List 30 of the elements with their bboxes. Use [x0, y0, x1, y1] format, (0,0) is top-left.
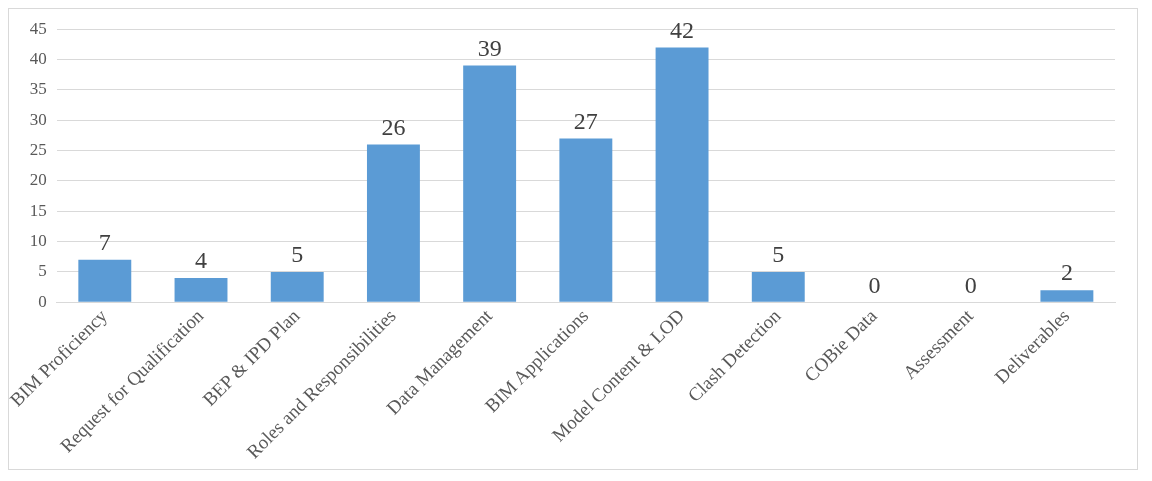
bar [78, 259, 132, 302]
y-tick-label: 45 [29, 18, 47, 38]
y-tick-label: 5 [38, 261, 47, 281]
data-label: 42 [670, 16, 695, 43]
bar [751, 271, 805, 302]
data-label: 0 [868, 271, 881, 298]
y-tick-label: 25 [29, 140, 47, 160]
y-tick-label: 40 [29, 49, 47, 69]
data-label: 27 [573, 107, 598, 134]
y-tick-label: 35 [29, 79, 47, 99]
y-tick-label: 15 [29, 200, 47, 220]
data-label: 5 [291, 241, 304, 268]
bar [559, 138, 613, 302]
data-label: 5 [772, 241, 785, 268]
data-label: 39 [477, 34, 502, 61]
y-tick-label: 0 [38, 291, 47, 311]
bar [463, 65, 517, 302]
data-label: 2 [1060, 259, 1073, 286]
bar [270, 271, 324, 302]
data-label: 7 [98, 229, 111, 256]
bar [1040, 290, 1094, 302]
y-tick-label: 20 [29, 170, 47, 190]
bar [366, 144, 420, 302]
data-label: 0 [964, 271, 977, 298]
data-label: 26 [381, 113, 406, 140]
y-tick-label: 30 [29, 109, 47, 129]
bar [655, 47, 709, 302]
data-label: 4 [195, 247, 208, 274]
bar [174, 278, 228, 302]
y-tick-label: 10 [29, 231, 47, 251]
